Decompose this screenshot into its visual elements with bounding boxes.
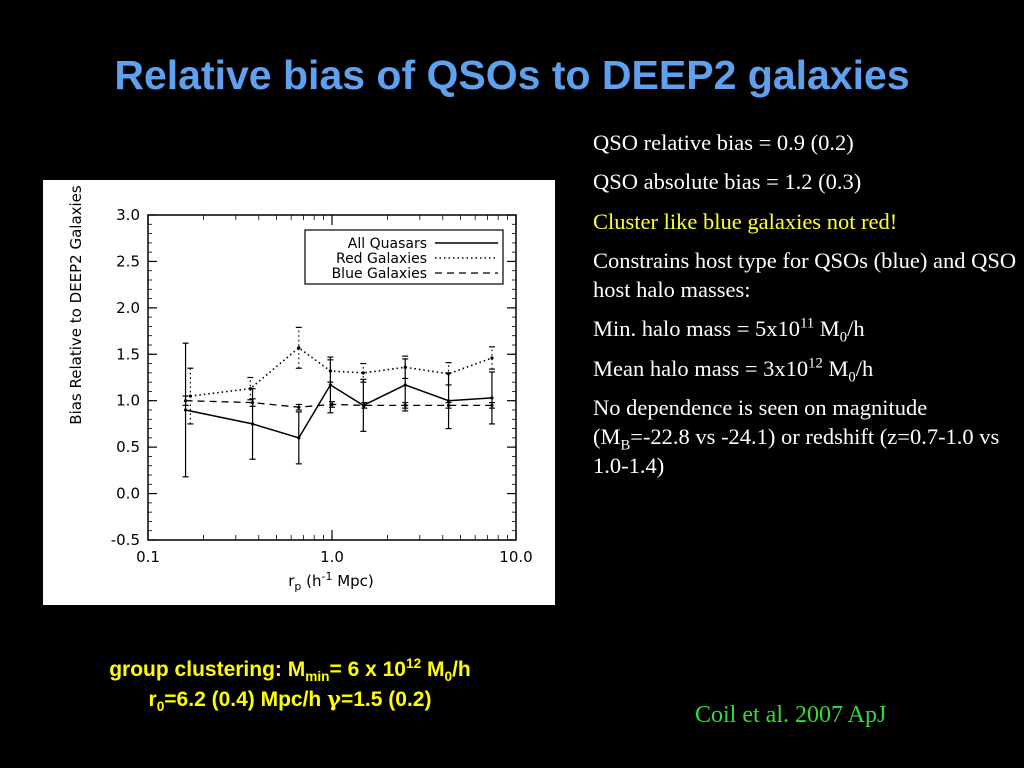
legend-label-blue-galaxies: Blue Galaxies bbox=[332, 266, 427, 282]
data-point-red-galaxies bbox=[490, 356, 494, 360]
data-point-red-galaxies bbox=[248, 387, 252, 391]
bias-chart: -0.5 0.0 0.5 1.0 1.5 2.0 2.5 3.0 0.1 1.0 10.0 All … bbox=[43, 180, 555, 605]
data-point-red-galaxies bbox=[297, 346, 301, 350]
bullet-mean-halo-mass: Mean halo mass = 3x1012 M0/h bbox=[593, 355, 874, 385]
data-point-blue-galaxies bbox=[330, 402, 334, 407]
y-tick-label: 3.0 bbox=[116, 206, 140, 224]
data-point-all-quasars bbox=[403, 383, 407, 387]
data-point-all-quasars bbox=[446, 399, 451, 403]
legend-label-all-quasars: All Quasars bbox=[348, 236, 427, 252]
data-point-red-galaxies bbox=[328, 369, 332, 373]
citation: Coil et al. 2007 ApJ bbox=[695, 702, 887, 728]
y-tick-label: 2.5 bbox=[116, 252, 140, 270]
data-point-blue-galaxies bbox=[490, 403, 494, 407]
data-point-blue-galaxies bbox=[403, 403, 407, 407]
series-line-all-quasars bbox=[185, 383, 492, 439]
bullet-min-halo-mass: Min. halo mass = 5x1011 M0/h bbox=[593, 315, 865, 346]
bullet-no-dependence: No dependence is seen on magnitude (MB=-… bbox=[593, 394, 1000, 479]
data-point-red-galaxies bbox=[361, 371, 365, 375]
data-point-all-quasars bbox=[297, 436, 301, 440]
y-tick-label: 1.0 bbox=[116, 392, 140, 410]
y-axis-label: Bias Relative to DEEP2 Galaxies bbox=[67, 185, 85, 425]
legend-box bbox=[304, 229, 504, 285]
data-point-blue-galaxies bbox=[446, 403, 451, 407]
x-axis-label: rp (h-1 Mpc) bbox=[288, 570, 374, 593]
data-point-red-galaxies bbox=[403, 365, 407, 369]
x-tick-label: 10.0 bbox=[499, 548, 532, 566]
y-tick-label: 2.0 bbox=[116, 299, 140, 317]
bullet-list: QSO relative bias = 0.9 (0.2) QSO absolu… bbox=[593, 128, 1018, 491]
bullet-cluster-note: Cluster like blue galaxies not red! bbox=[593, 208, 898, 234]
bullet-relative-bias: QSO relative bias = 0.9 (0.2) bbox=[593, 130, 854, 155]
y-tick-label: 1.5 bbox=[116, 345, 140, 363]
x-tick-label: 1.0 bbox=[320, 548, 344, 566]
y-tick-label: 0.0 bbox=[116, 485, 140, 503]
data-point-all-quasars bbox=[490, 396, 494, 400]
series-line-red-galaxies bbox=[190, 346, 493, 397]
data-point-blue-galaxies bbox=[183, 399, 188, 403]
group-clustering-caption: group clustering: Mmin= 6 x 1012 M0/h r0… bbox=[20, 655, 560, 715]
bullet-constrains: Constrains host type for QSOs (blue) and… bbox=[593, 247, 1017, 302]
data-point-all-quasars bbox=[183, 408, 188, 412]
series-line-blue-galaxies bbox=[185, 400, 492, 408]
bias-chart-svg: -0.5 0.0 0.5 1.0 1.5 2.0 2.5 3.0 0.1 1.0 10.0 All … bbox=[67, 185, 533, 593]
legend-label-red-galaxies: Red Galaxies bbox=[336, 251, 427, 267]
data-point-red-galaxies bbox=[188, 394, 193, 398]
data-point-red-galaxies bbox=[446, 372, 451, 376]
data-point-all-quasars bbox=[250, 422, 255, 426]
data-point-blue-galaxies bbox=[297, 405, 301, 409]
bullet-absolute-bias: QSO absolute bias = 1.2 (0.3) bbox=[593, 169, 862, 195]
data-point-all-quasars bbox=[328, 383, 332, 387]
caption-line-1: group clustering: Mmin= 6 x 1012 M0/h bbox=[109, 656, 471, 685]
caption-line-2: r0=6.2 (0.4) Mpc/h γ=1.5 (0.2) bbox=[148, 686, 432, 715]
data-point-blue-galaxies bbox=[362, 403, 367, 407]
x-tick-label: 0.1 bbox=[136, 548, 160, 566]
y-tick-label: -0.5 bbox=[111, 531, 140, 549]
y-tick-label: 0.5 bbox=[116, 438, 140, 456]
data-point-blue-galaxies bbox=[250, 400, 255, 405]
slide-title: Relative bias of QSOs to DEEP2 galaxies bbox=[114, 52, 910, 98]
